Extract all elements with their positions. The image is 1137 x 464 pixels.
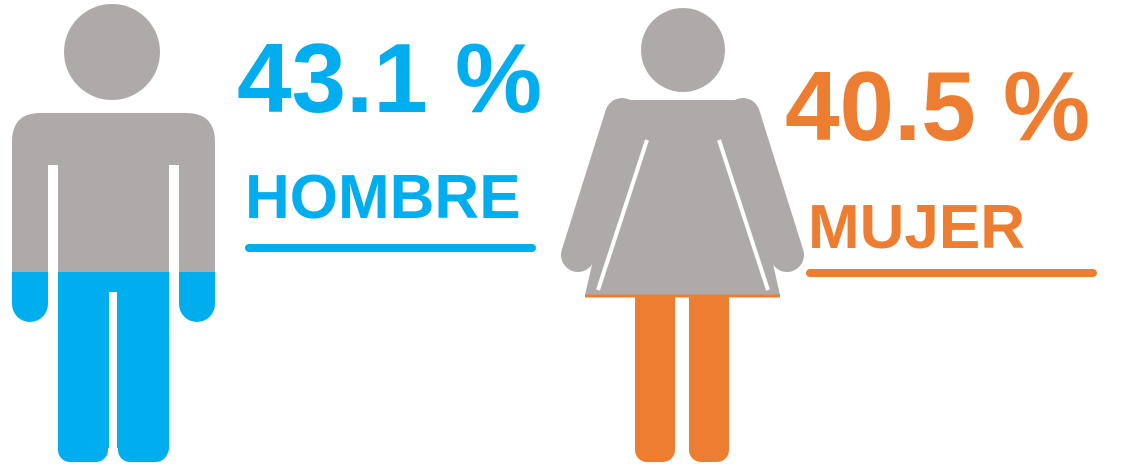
label: HOMBRE <box>245 163 521 232</box>
value: 40.5 % <box>785 51 1090 161</box>
value: 43.1 % <box>237 23 542 133</box>
man-figure <box>12 4 215 464</box>
label: MUJER <box>808 193 1025 262</box>
woman-figure <box>561 8 804 462</box>
